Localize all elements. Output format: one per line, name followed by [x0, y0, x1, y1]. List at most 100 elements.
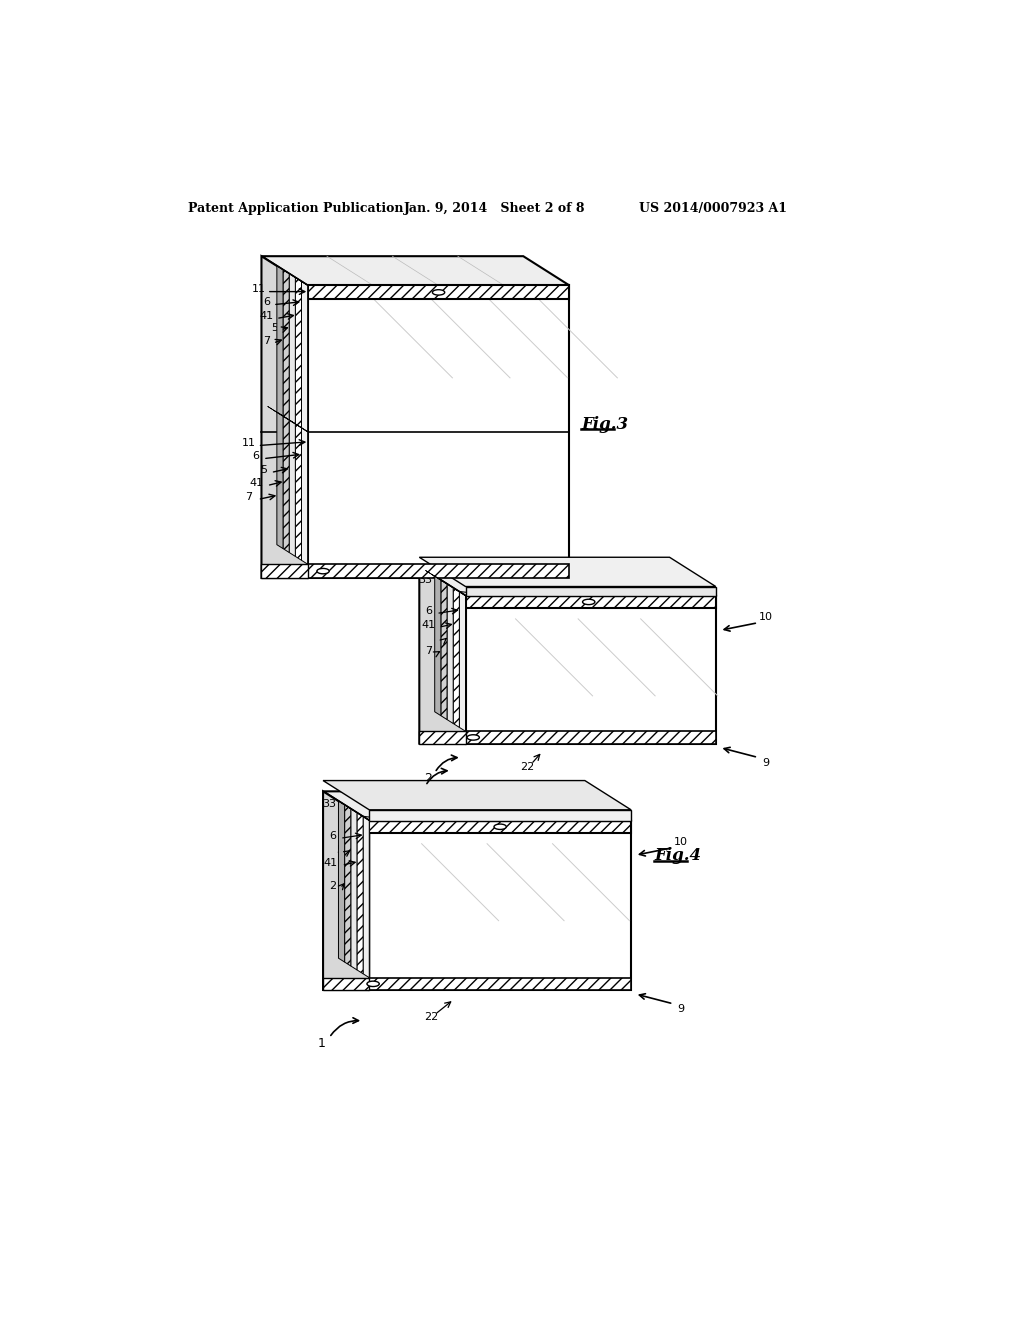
Text: 7: 7: [338, 871, 345, 880]
Text: 7: 7: [425, 647, 432, 656]
Text: 7: 7: [263, 335, 270, 346]
Polygon shape: [354, 810, 370, 821]
Text: 3: 3: [339, 808, 346, 818]
Ellipse shape: [467, 735, 479, 741]
Text: US 2014/0007923 A1: US 2014/0007923 A1: [639, 202, 786, 215]
Polygon shape: [454, 587, 460, 727]
Text: Patent Application Publication: Patent Application Publication: [188, 202, 403, 215]
Polygon shape: [451, 586, 466, 595]
Polygon shape: [466, 586, 716, 595]
Polygon shape: [323, 780, 631, 810]
Polygon shape: [267, 260, 283, 269]
Text: 3: 3: [435, 583, 442, 593]
Polygon shape: [286, 418, 301, 428]
Text: 33: 33: [323, 799, 336, 809]
Polygon shape: [283, 269, 289, 420]
Polygon shape: [444, 582, 460, 591]
Polygon shape: [267, 407, 283, 416]
Text: 10: 10: [674, 837, 688, 847]
Text: 6: 6: [263, 297, 270, 308]
Polygon shape: [261, 256, 569, 285]
Polygon shape: [276, 412, 283, 549]
Text: 5: 5: [337, 845, 343, 855]
Polygon shape: [295, 277, 301, 428]
Ellipse shape: [583, 599, 595, 605]
Ellipse shape: [367, 981, 379, 986]
Polygon shape: [348, 807, 364, 817]
Polygon shape: [289, 273, 295, 424]
Polygon shape: [323, 792, 370, 990]
Text: 33: 33: [419, 576, 432, 585]
Text: 41: 41: [260, 312, 273, 321]
Text: 7: 7: [245, 492, 252, 502]
Text: 1: 1: [416, 785, 423, 797]
Polygon shape: [370, 810, 631, 821]
Polygon shape: [364, 817, 370, 978]
Polygon shape: [425, 570, 441, 581]
Polygon shape: [292, 276, 307, 285]
Text: 11: 11: [252, 284, 266, 294]
Text: 6: 6: [253, 451, 259, 462]
Text: 5: 5: [271, 323, 279, 333]
Text: 11: 11: [444, 594, 459, 603]
Polygon shape: [419, 566, 466, 743]
Polygon shape: [351, 809, 357, 970]
Text: Fig.4: Fig.4: [654, 846, 701, 863]
Text: 2: 2: [425, 772, 432, 785]
Polygon shape: [435, 577, 441, 715]
Ellipse shape: [316, 569, 330, 574]
Polygon shape: [323, 978, 370, 990]
Polygon shape: [301, 428, 307, 564]
Polygon shape: [307, 564, 569, 578]
Polygon shape: [292, 422, 307, 432]
Polygon shape: [280, 268, 295, 277]
Text: 1: 1: [317, 1038, 326, 1051]
Polygon shape: [466, 595, 716, 609]
Polygon shape: [357, 813, 364, 974]
Text: 11: 11: [348, 818, 362, 829]
Polygon shape: [370, 978, 631, 990]
Text: 6: 6: [425, 606, 432, 616]
Text: 41: 41: [422, 620, 435, 630]
Polygon shape: [280, 414, 295, 424]
Polygon shape: [419, 566, 716, 595]
Text: 5: 5: [433, 634, 439, 643]
Polygon shape: [289, 420, 295, 557]
Text: Jan. 9, 2014   Sheet 2 of 8: Jan. 9, 2014 Sheet 2 of 8: [403, 202, 586, 215]
Polygon shape: [273, 264, 289, 273]
Text: 11: 11: [242, 438, 255, 449]
Text: 9: 9: [678, 1005, 685, 1014]
Polygon shape: [466, 731, 716, 743]
Polygon shape: [419, 731, 466, 743]
Polygon shape: [419, 557, 716, 586]
Polygon shape: [283, 416, 289, 553]
Text: 6: 6: [329, 832, 336, 841]
Polygon shape: [438, 578, 454, 587]
Polygon shape: [466, 595, 716, 743]
Polygon shape: [342, 803, 357, 813]
Polygon shape: [460, 591, 466, 731]
Polygon shape: [447, 583, 454, 723]
Polygon shape: [330, 795, 345, 805]
Ellipse shape: [494, 824, 506, 829]
Polygon shape: [273, 411, 289, 420]
Text: Fig.3: Fig.3: [581, 416, 628, 433]
Text: 9: 9: [762, 758, 769, 768]
Polygon shape: [432, 574, 447, 583]
Text: 22: 22: [520, 762, 535, 772]
Polygon shape: [261, 564, 307, 578]
Text: 5: 5: [260, 465, 267, 475]
Polygon shape: [339, 801, 345, 962]
Text: 10: 10: [759, 612, 773, 622]
Ellipse shape: [432, 289, 444, 296]
Polygon shape: [261, 256, 307, 578]
Polygon shape: [370, 821, 631, 833]
Polygon shape: [301, 281, 307, 432]
Text: 41: 41: [324, 858, 338, 869]
Text: 22: 22: [424, 1012, 438, 1022]
Polygon shape: [370, 821, 631, 990]
Polygon shape: [307, 285, 569, 300]
Polygon shape: [336, 799, 351, 809]
Polygon shape: [286, 272, 301, 281]
Polygon shape: [345, 805, 351, 966]
